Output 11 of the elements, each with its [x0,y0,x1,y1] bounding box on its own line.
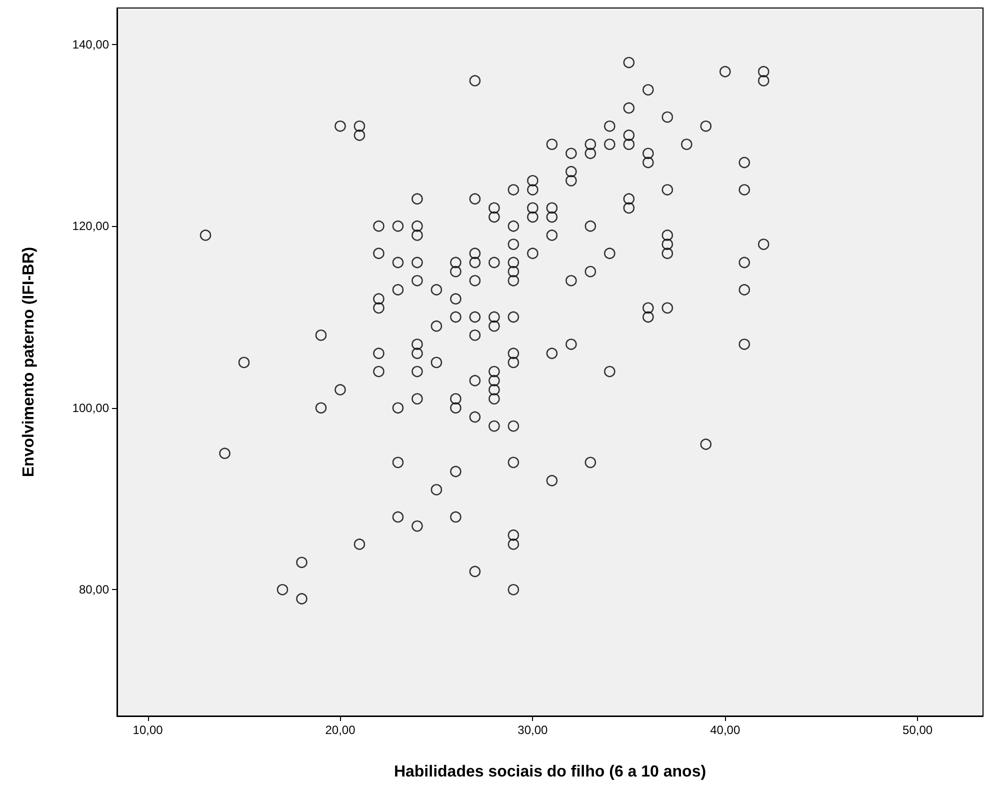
x-tick-label: 50,00 [902,723,933,737]
y-axis-title: Envolvimento paterno (IFI-BR) [20,246,38,478]
x-tick-label: 10,00 [132,723,164,737]
y-tick-label: 140,00 [72,37,110,52]
y-tick-label: 100,00 [72,400,110,415]
x-axis-title: Habilidades sociais do filho (6 a 10 anos) [394,764,706,780]
y-tick-label: 80,00 [78,582,110,597]
x-tick-label: 30,00 [518,723,548,737]
x-tick-label: 40,00 [710,723,740,737]
x-tick-label: 20,00 [325,723,356,737]
y-tick-label: 120,00 [72,219,110,234]
